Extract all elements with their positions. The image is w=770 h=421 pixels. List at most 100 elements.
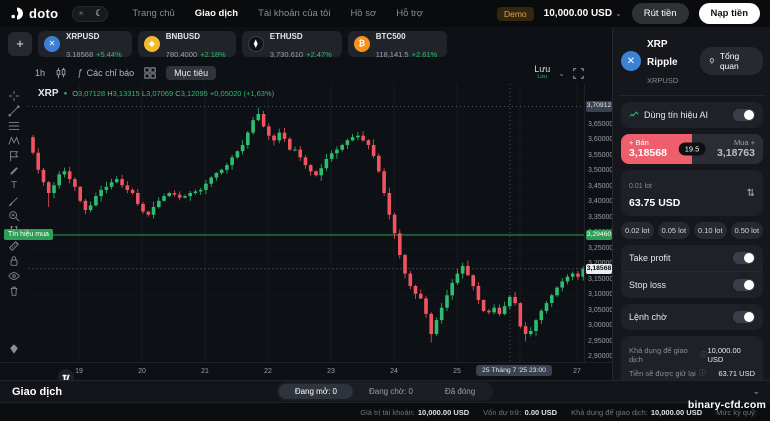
trend-line-icon[interactable] (8, 103, 20, 118)
save-sub-label: Lưu (537, 74, 548, 81)
indicators-button[interactable]: ƒ Các chỉ báo (77, 68, 134, 79)
lock-icon[interactable] (8, 253, 20, 268)
account-status-bar: Giá trị tài khoản: 10,000.00 USD Vốn dự t… (0, 402, 770, 421)
amount-card[interactable]: 0.01 lot 63.75 USD ⇅ (621, 170, 763, 216)
candle (329, 150, 334, 162)
candle (52, 182, 56, 199)
ai-signal-icon (629, 111, 639, 117)
candle (120, 174, 124, 188)
legend-open: 3,07128 (78, 89, 106, 98)
symbol-tab-bnbusd[interactable]: ◆ BNBUSD 780.4000 +2.18% (137, 30, 236, 59)
take-profit-toggle[interactable] (733, 252, 755, 264)
candle (387, 187, 392, 220)
time-axis[interactable]: 25 Tháng 7 '25 23:00 19 20 21 22 23 24 25 27 (0, 362, 612, 381)
candle-style-icon[interactable] (55, 67, 67, 79)
symbol-price: 3.18568 (66, 49, 94, 59)
symbol-tab-ethusd[interactable]: ⧫ ETHUSD 3,730.610 +2.47% (241, 30, 342, 59)
favorites-drawer-icon[interactable] (0, 343, 28, 355)
nav-item-profile[interactable]: Hồ sơ (350, 8, 377, 19)
candle (99, 185, 103, 202)
trash-icon[interactable] (8, 283, 20, 298)
withdraw-button[interactable]: Rút tiền (631, 3, 689, 24)
candle (251, 116, 255, 135)
eth-icon: ⧫ (247, 35, 264, 52)
symbol-tab-btc500[interactable]: ₿ BTC500 118,141.5 +2.61% (347, 30, 448, 59)
lot-preset-button[interactable]: 0.10 lot (694, 222, 727, 239)
chevron-down-icon: ⌄ (615, 9, 622, 18)
candle (518, 302, 523, 329)
forecast-tool-icon[interactable] (8, 148, 20, 163)
stop-loss-toggle[interactable] (733, 279, 755, 291)
stop-loss-label: Stop loss (629, 280, 667, 290)
candle (345, 138, 350, 149)
ai-signal-toggle[interactable] (733, 109, 755, 121)
ai-signal-card: Dùng tín hiệu AI (621, 102, 763, 128)
y-axis-label: 3,10000 (588, 291, 614, 299)
fullscreen-icon[interactable] (573, 67, 584, 79)
add-symbol-button[interactable]: + (8, 31, 32, 56)
candle (78, 186, 82, 203)
candle (340, 143, 344, 152)
save-button[interactable]: Lưu Lưu (534, 65, 550, 81)
balance-selector[interactable]: 10,000.00 USD ⌄ (544, 8, 622, 19)
account-value: Giá trị tài khoản: 10,000.00 USD (360, 407, 470, 417)
zoom-in-icon[interactable] (8, 208, 20, 223)
trades-tabs: Đang mở: 0 Đang chờ: 0 Đã đóng (276, 382, 494, 401)
layout-grid-icon[interactable] (144, 67, 156, 79)
hide-drawings-icon[interactable] (8, 268, 20, 283)
candle (434, 317, 439, 336)
doto-logo-icon (11, 7, 23, 20)
tab-pending-trades[interactable]: Đang chờ: 0 (368, 387, 413, 396)
save-chevron-icon[interactable]: ⌄ (558, 68, 565, 78)
candle (445, 289, 449, 311)
margin-level: Mức ký quỹ: (716, 407, 757, 417)
buy-signal-label: Tín hiệu mua (4, 229, 53, 241)
legend-change: +0,05020 (+1,63%) (209, 89, 275, 98)
symbol-tab-xrpusd[interactable]: ✕ XRPUSD 3.18568 +5.44% (38, 30, 132, 59)
tab-open-trades[interactable]: Đang mở: 0 (278, 384, 353, 399)
nav-item-account[interactable]: Tài khoản của tôi (258, 8, 331, 19)
theme-toggle[interactable]: ☀ ☾ (72, 5, 109, 22)
nav-item-trade[interactable]: Giao dịch (194, 8, 239, 19)
collapse-panel-icon[interactable]: ⌄ (752, 386, 760, 396)
candle (298, 146, 302, 161)
candle (576, 270, 580, 280)
candle (361, 131, 365, 142)
pending-order-toggle[interactable] (733, 311, 755, 323)
annotation-tool-icon[interactable] (8, 193, 20, 208)
trades-bottom-bar: Giao dịch Đang mở: 0 Đang chờ: 0 Đã đóng… (0, 380, 770, 402)
targets-button[interactable]: Mục tiêu (166, 66, 217, 80)
candlestick-chart[interactable] (28, 84, 585, 362)
nav-item-home[interactable]: Trang chủ (132, 8, 175, 19)
xabcd-pattern-icon[interactable] (8, 133, 20, 148)
candle (188, 190, 192, 201)
price-axis[interactable]: 3,70912 3,29460 3,18568 3,65000 3,60000 3,… (584, 84, 613, 362)
nav-item-support[interactable]: Hỗ trợ (396, 8, 424, 19)
moon-icon: ☾ (95, 8, 104, 18)
candle (555, 286, 559, 297)
x-axis-label: 23 (327, 368, 335, 375)
instrument-subtitle: XRPUSD (647, 76, 679, 85)
tab-closed-trades[interactable]: Đã đóng (444, 387, 476, 396)
crosshair-price-badge: 3,70912 (586, 101, 612, 112)
fib-retracement-icon[interactable] (8, 118, 20, 133)
y-axis-label: 3,05000 (588, 306, 614, 314)
overview-button[interactable]: Tổng quan (700, 47, 763, 75)
ai-signal-label: Dùng tín hiệu AI (629, 110, 708, 120)
btc-icon: ₿ (353, 35, 370, 52)
deposit-button[interactable]: Nạp tiền (698, 3, 760, 24)
lot-preset-button[interactable]: 0.50 lot (730, 222, 763, 239)
timeframe-button[interactable]: 1h (35, 68, 46, 78)
measure-tool-icon[interactable] (8, 238, 20, 253)
crosshair-tool-icon[interactable] (8, 88, 20, 103)
sort-arrows-icon[interactable]: ⇅ (746, 187, 755, 199)
brush-tool-icon[interactable] (8, 163, 20, 178)
lot-preset-button[interactable]: 0.05 lot (657, 222, 690, 239)
legend-high: 3,13315 (112, 89, 140, 98)
text-tool-icon[interactable]: T (10, 180, 18, 191)
candle (293, 146, 297, 152)
lot-preset-button[interactable]: 0.02 lot (621, 222, 654, 239)
doto-logo[interactable]: doto (10, 6, 58, 21)
tp-sl-card: Take profit Stop loss (621, 245, 763, 298)
chart-plot-area[interactable]: XRP ● O3,07128 H3,13315 L3,07069 C3,1209… (28, 84, 585, 385)
